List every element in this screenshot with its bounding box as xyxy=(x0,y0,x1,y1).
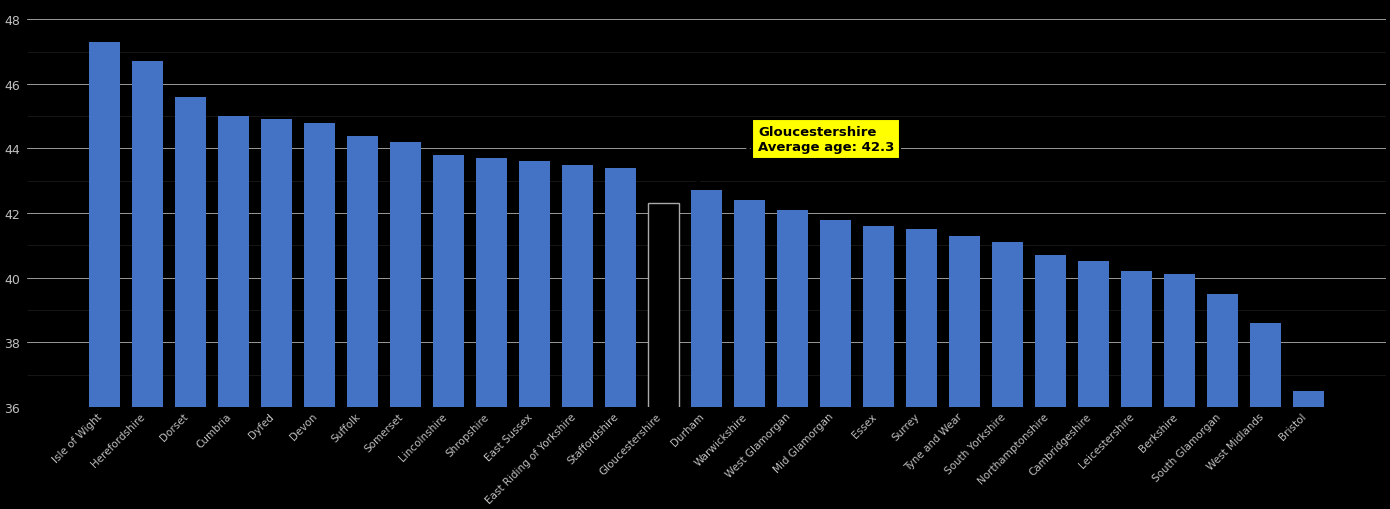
Bar xyxy=(992,243,1023,509)
Bar xyxy=(132,62,163,509)
Bar xyxy=(1250,323,1282,509)
Bar xyxy=(432,156,464,509)
Bar xyxy=(605,168,635,509)
Bar xyxy=(218,117,249,509)
Bar xyxy=(389,143,421,509)
Bar xyxy=(1036,256,1066,509)
Bar xyxy=(562,165,594,509)
Bar xyxy=(1079,262,1109,509)
Bar xyxy=(1163,275,1195,509)
Bar xyxy=(89,43,120,509)
Bar xyxy=(518,162,550,509)
Bar xyxy=(734,201,765,509)
Bar xyxy=(906,230,937,509)
Bar xyxy=(175,98,206,509)
Bar xyxy=(691,191,721,509)
Bar xyxy=(348,136,378,509)
Bar xyxy=(648,204,678,509)
Bar xyxy=(1122,272,1152,509)
Bar xyxy=(261,120,292,509)
Text: Gloucestershire
Average age: 42.3: Gloucestershire Average age: 42.3 xyxy=(758,126,894,154)
Bar xyxy=(475,159,507,509)
Bar xyxy=(777,210,808,509)
Bar xyxy=(304,123,335,509)
Bar xyxy=(1207,294,1238,509)
Bar xyxy=(1293,391,1325,509)
Bar xyxy=(820,220,851,509)
Bar xyxy=(949,236,980,509)
Bar xyxy=(863,227,894,509)
